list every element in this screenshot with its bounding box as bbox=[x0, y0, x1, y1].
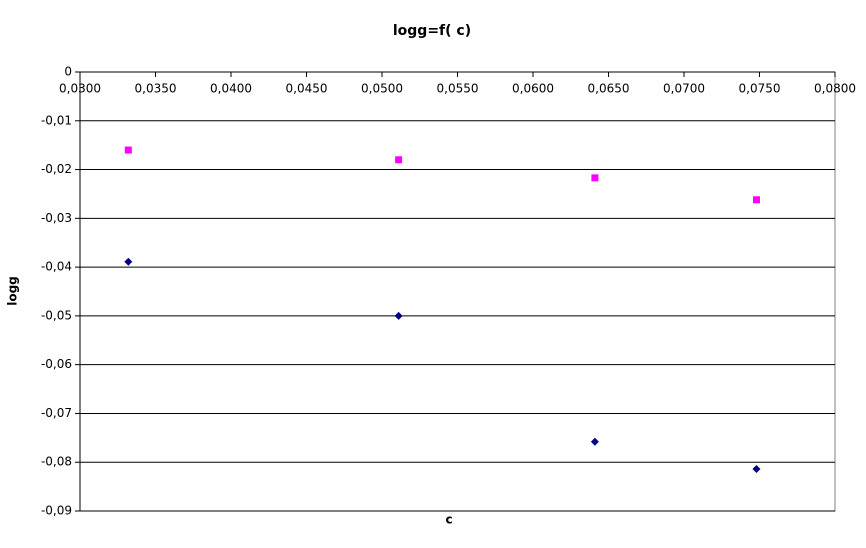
y-axis-label: logg bbox=[6, 276, 20, 306]
point bbox=[752, 465, 761, 474]
chart-title: logg=f( c) bbox=[393, 23, 471, 39]
point bbox=[591, 174, 599, 182]
point bbox=[124, 146, 132, 154]
point bbox=[124, 257, 133, 266]
y-tick-label: -0,02 bbox=[41, 162, 72, 176]
y-tick-label: 0 bbox=[64, 65, 72, 79]
x-tick-label: 0,0650 bbox=[588, 82, 630, 96]
x-tick-label: 0,0600 bbox=[512, 82, 554, 96]
x-tick-label: 0,0500 bbox=[361, 82, 403, 96]
x-tick-label: 0,0350 bbox=[135, 82, 177, 96]
plot-area bbox=[79, 71, 836, 512]
y-tick-label: -0,09 bbox=[41, 504, 72, 518]
y-tick-label: -0,07 bbox=[41, 406, 72, 420]
x-tick-label: 0,0300 bbox=[59, 82, 101, 96]
point bbox=[394, 311, 403, 320]
x-tick-label: 0,0400 bbox=[210, 82, 252, 96]
x-tick-label: 0,0800 bbox=[814, 82, 856, 96]
x-axis-label: c bbox=[445, 513, 452, 527]
y-tick-label: -0,05 bbox=[41, 308, 72, 322]
y-tick-label: -0,01 bbox=[41, 113, 72, 127]
y-tick-label: -0,04 bbox=[41, 260, 72, 274]
x-tick-label: 0,0700 bbox=[663, 82, 705, 96]
x-tick-label: 0,0450 bbox=[286, 82, 328, 96]
x-tick-label: 0,0550 bbox=[437, 82, 479, 96]
point bbox=[590, 437, 599, 446]
y-tick-label: -0,06 bbox=[41, 357, 72, 371]
y-tick-label: -0,08 bbox=[41, 455, 72, 469]
point bbox=[752, 196, 760, 204]
y-tick-label: -0,03 bbox=[41, 211, 72, 225]
x-tick-label: 0,0750 bbox=[739, 82, 781, 96]
point bbox=[395, 156, 403, 164]
